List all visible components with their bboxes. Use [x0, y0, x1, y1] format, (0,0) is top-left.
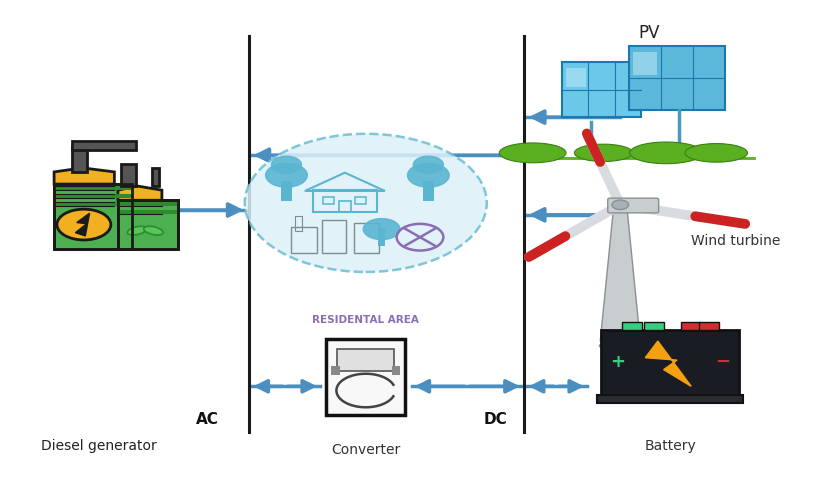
Bar — [354, 223, 379, 253]
Bar — [323, 220, 346, 253]
Bar — [326, 339, 406, 415]
Bar — [291, 227, 318, 253]
Bar — [118, 200, 178, 249]
Bar — [72, 141, 136, 149]
Circle shape — [363, 219, 400, 240]
Bar — [323, 197, 334, 203]
Ellipse shape — [128, 226, 147, 235]
Circle shape — [57, 209, 111, 240]
Ellipse shape — [144, 226, 163, 235]
Bar — [622, 322, 642, 330]
Bar — [152, 168, 159, 186]
Text: DC: DC — [483, 412, 507, 427]
Polygon shape — [601, 208, 640, 341]
Ellipse shape — [685, 144, 748, 162]
Bar — [122, 164, 136, 186]
Text: AC: AC — [196, 412, 218, 427]
Bar — [391, 366, 400, 375]
Ellipse shape — [575, 144, 633, 161]
FancyBboxPatch shape — [601, 330, 739, 395]
Bar — [312, 190, 377, 212]
Ellipse shape — [630, 142, 703, 164]
Polygon shape — [76, 213, 90, 236]
Ellipse shape — [600, 342, 641, 350]
Text: Battery: Battery — [644, 439, 696, 453]
Bar — [355, 197, 366, 203]
FancyBboxPatch shape — [118, 200, 178, 249]
Text: RESIDENTAL AREA: RESIDENTAL AREA — [312, 315, 419, 325]
FancyBboxPatch shape — [608, 198, 659, 213]
Ellipse shape — [499, 143, 566, 163]
FancyBboxPatch shape — [54, 184, 132, 249]
Text: +: + — [611, 352, 626, 371]
Text: Wind turbine: Wind turbine — [691, 234, 780, 248]
Bar — [118, 202, 178, 206]
Circle shape — [244, 134, 486, 272]
Bar — [118, 210, 178, 214]
Bar — [562, 62, 641, 117]
Bar — [681, 322, 701, 330]
Bar — [332, 366, 340, 375]
Polygon shape — [54, 168, 114, 184]
Bar — [54, 186, 132, 190]
Bar — [643, 322, 664, 330]
Bar — [337, 349, 394, 371]
Bar — [699, 322, 719, 330]
Text: −: − — [715, 352, 730, 371]
Bar — [378, 228, 385, 246]
Bar — [295, 216, 302, 230]
Bar — [566, 68, 585, 87]
Bar — [423, 181, 434, 201]
Circle shape — [612, 200, 628, 210]
Text: Converter: Converter — [331, 443, 401, 457]
Bar — [54, 194, 132, 198]
Text: PV: PV — [638, 24, 660, 42]
Bar — [72, 146, 87, 172]
Bar — [597, 395, 743, 403]
Circle shape — [407, 163, 449, 187]
Circle shape — [413, 156, 444, 174]
Text: Diesel generator: Diesel generator — [41, 439, 156, 453]
Polygon shape — [118, 186, 162, 200]
Bar — [633, 52, 658, 75]
Circle shape — [265, 163, 307, 187]
Bar — [281, 181, 292, 201]
Bar — [628, 46, 725, 110]
Circle shape — [271, 156, 302, 174]
Bar — [54, 184, 132, 249]
Bar — [339, 201, 351, 212]
Polygon shape — [645, 341, 691, 386]
Bar — [54, 202, 132, 206]
